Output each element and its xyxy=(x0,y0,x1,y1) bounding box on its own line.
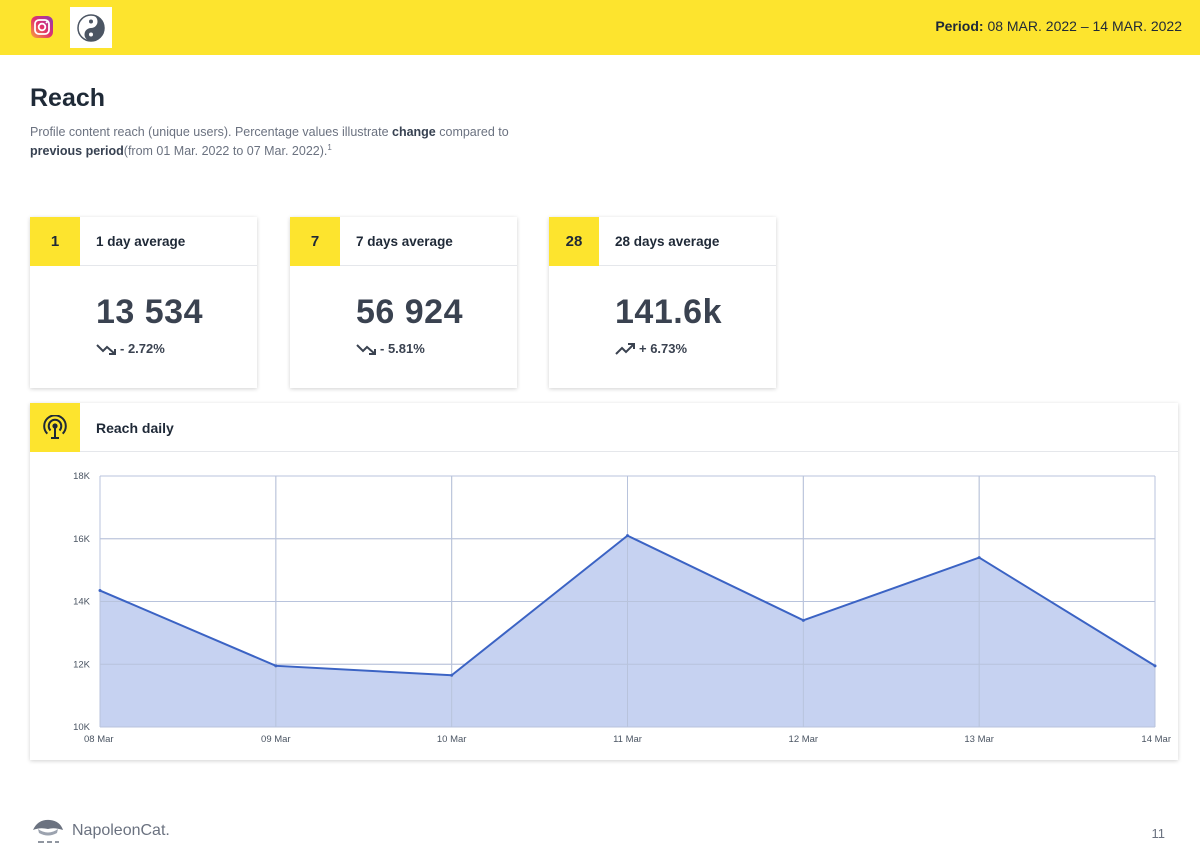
stat-card-value: 13 534 xyxy=(96,293,203,331)
report-period: Period: 08 MAR. 2022 – 14 MAR. 2022 xyxy=(935,18,1182,34)
desc-text-2: compared to xyxy=(435,125,509,139)
page-description: Profile content reach (unique users). Pe… xyxy=(30,125,570,159)
reach-data-point xyxy=(1153,664,1157,668)
reach-broadcast-icon xyxy=(43,414,67,439)
report-header: Period: 08 MAR. 2022 – 14 MAR. 2022 xyxy=(0,0,1200,55)
y-tick-label: 10K xyxy=(73,722,91,733)
reach-data-point xyxy=(98,589,102,593)
x-tick-label: 14 Mar xyxy=(1141,734,1171,745)
x-tick-label: 10 Mar xyxy=(437,734,467,745)
y-tick-label: 16K xyxy=(73,534,91,545)
stat-card-header: 28 28 days average xyxy=(549,217,776,266)
footnote-marker: 1 xyxy=(327,143,332,152)
brand-name: NapoleonCat. xyxy=(72,822,170,839)
stat-card-change-value: - 2.72% xyxy=(120,341,165,356)
instagram-icon xyxy=(31,16,53,38)
profile-avatar xyxy=(70,7,112,48)
reach-data-point xyxy=(626,534,629,538)
stat-card-change: + 6.73% xyxy=(615,341,687,356)
chart-header: Reach daily xyxy=(30,403,1178,452)
x-tick-label: 12 Mar xyxy=(789,734,819,745)
stat-card-28-days: 28 28 days average 141.6k + 6.73% xyxy=(549,217,776,388)
reach-data-point xyxy=(801,618,805,622)
stat-card-change-value: + 6.73% xyxy=(639,341,688,356)
stat-card-7-days: 7 7 days average 56 924 - 5.81% xyxy=(290,217,517,388)
y-tick-label: 12K xyxy=(73,659,91,670)
stat-card-header: 7 7 days average xyxy=(290,217,517,266)
stat-card-value: 141.6k xyxy=(615,293,722,331)
period-value: 08 MAR. 2022 – 14 MAR. 2022 xyxy=(987,18,1182,34)
stat-card-1-day: 1 1 day average 13 534 - 2.72% xyxy=(30,217,257,388)
desc-text-3: (from 01 Mar. 2022 to 07 Mar. 2022). xyxy=(123,144,328,159)
y-tick-label: 14K xyxy=(73,597,91,608)
stat-card-number: 7 xyxy=(290,217,340,266)
x-tick-label: 11 Mar xyxy=(613,734,642,745)
chart-icon-box xyxy=(30,403,80,452)
reach-data-point xyxy=(977,556,981,560)
stat-card-number: 1 xyxy=(30,217,80,266)
stat-card-label: 7 days average xyxy=(356,234,453,249)
stat-card-label: 1 day average xyxy=(96,234,186,249)
napoleoncat-logo-icon xyxy=(33,819,63,843)
x-tick-label: 08 Mar xyxy=(84,734,114,745)
desc-bold-1: change xyxy=(392,125,436,139)
x-tick-label: 09 Mar xyxy=(261,734,291,745)
trend-down-icon xyxy=(96,343,116,355)
chart-title: Reach daily xyxy=(96,420,174,436)
stat-card-label: 28 days average xyxy=(615,234,720,249)
stat-card-change: - 2.72% xyxy=(96,341,165,356)
reach-daily-chart: 10K 12K 14K 16K 18K 08 Mar 09 Mar 10 Mar 11 Mar 1… xyxy=(73,471,1171,745)
stat-card-change-value: - 5.81% xyxy=(380,341,425,356)
stat-card-value: 56 924 xyxy=(356,293,463,331)
stat-card-number: 28 xyxy=(549,217,599,266)
reach-daily-card: Reach daily 10K 12K 14K 16K 18K 08 Mar 09 Mar 1… xyxy=(30,403,1178,760)
stat-card-header: 1 1 day average xyxy=(30,217,257,266)
yin-yang-avatar-icon xyxy=(77,13,105,42)
reach-data-point xyxy=(274,664,278,668)
desc-bold-2: previous period xyxy=(30,144,124,159)
page-number: 11 xyxy=(1151,826,1166,841)
page-title: Reach xyxy=(30,84,106,112)
x-tick-label: 13 Mar xyxy=(964,734,994,745)
reach-data-point xyxy=(450,673,454,677)
period-label: Period: xyxy=(935,18,984,34)
stat-card-change: - 5.81% xyxy=(356,341,425,356)
desc-text-1: Profile content reach (unique users). Pe… xyxy=(30,125,392,139)
brand-logo: NapoleonCat. xyxy=(30,816,170,846)
trend-down-icon xyxy=(356,343,376,355)
trend-up-icon xyxy=(615,342,635,355)
y-tick-label: 18K xyxy=(73,471,91,482)
